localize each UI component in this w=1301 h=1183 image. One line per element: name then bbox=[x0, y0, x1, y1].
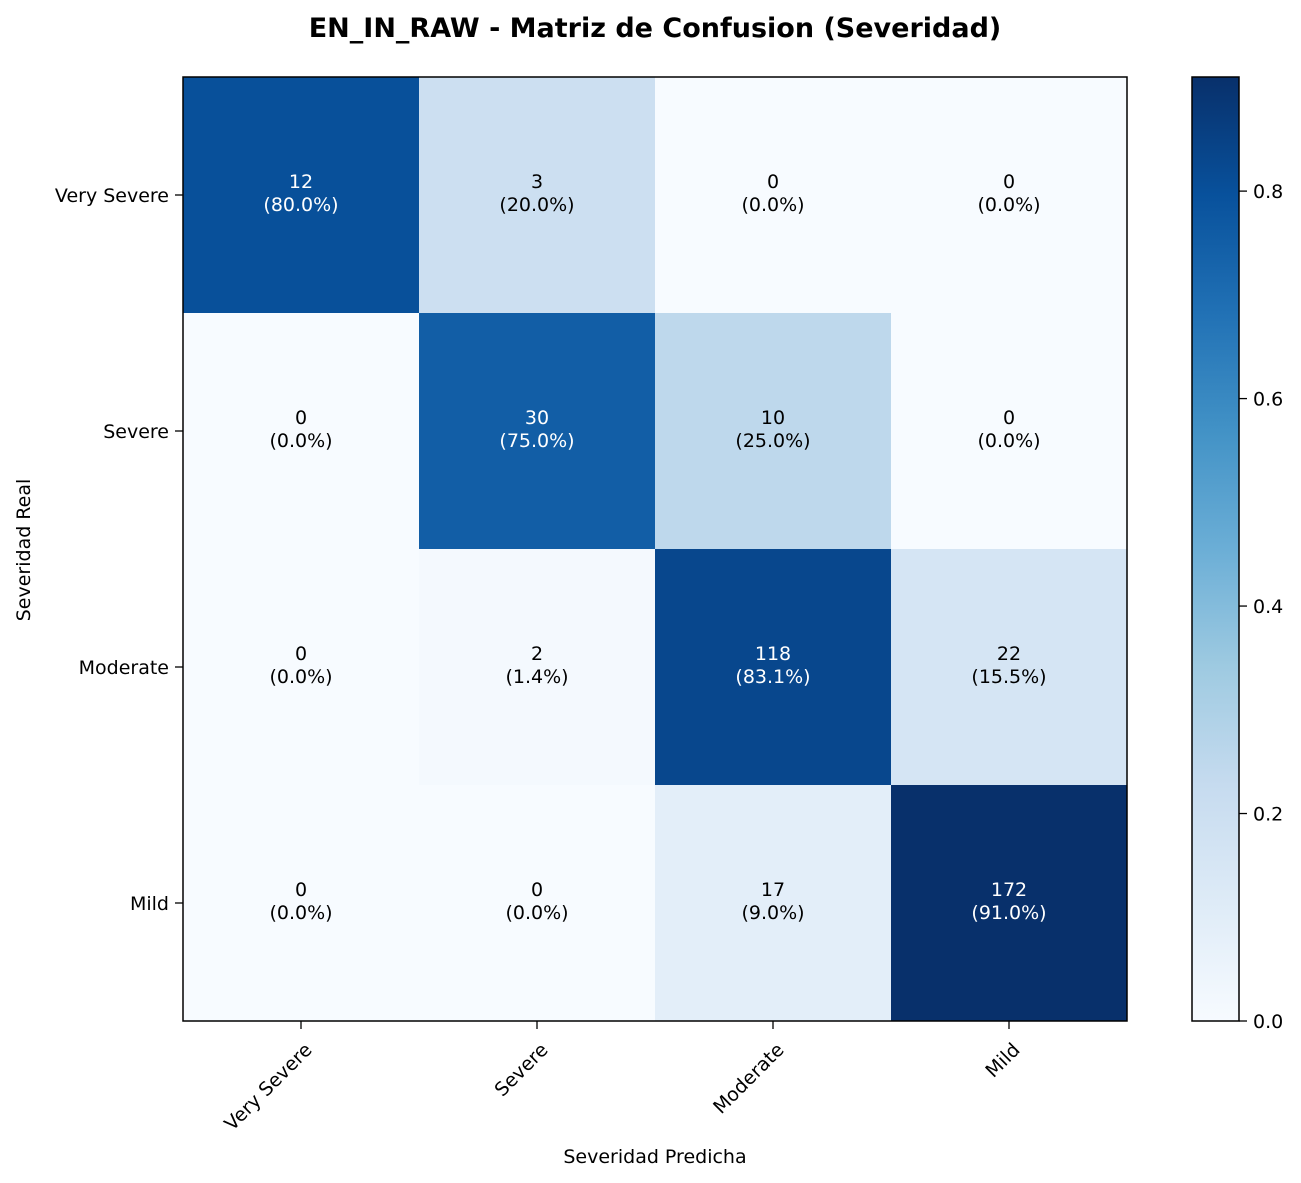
heatmap-cell bbox=[183, 77, 419, 313]
colorbar-tick-label: 0.0 bbox=[1253, 1011, 1283, 1033]
cell-percent-label: (80.0%) bbox=[263, 194, 338, 216]
heatmap-cell bbox=[655, 549, 891, 785]
cell-percent-label: (83.1%) bbox=[735, 666, 810, 688]
heatmap-cell bbox=[891, 549, 1127, 785]
cell-percent-label: (20.0%) bbox=[499, 194, 574, 216]
cell-count-label: 17 bbox=[761, 879, 785, 901]
heatmap-cell bbox=[655, 785, 891, 1021]
cell-percent-label: (1.4%) bbox=[505, 666, 568, 688]
cell-count-label: 10 bbox=[761, 407, 785, 429]
colorbar-tick-label: 0.6 bbox=[1253, 389, 1283, 411]
cell-count-label: 0 bbox=[295, 643, 307, 665]
x-axis-label: Severidad Predicha bbox=[563, 1146, 746, 1168]
cell-percent-label: (9.0%) bbox=[741, 902, 804, 924]
cell-count-label: 0 bbox=[1003, 407, 1015, 429]
cell-percent-label: (75.0%) bbox=[499, 430, 574, 452]
heatmap-cell bbox=[419, 549, 655, 785]
heatmap-cell bbox=[655, 77, 891, 313]
cell-percent-label: (0.0%) bbox=[269, 666, 332, 688]
cell-percent-label: (0.0%) bbox=[269, 902, 332, 924]
cell-percent-label: (0.0%) bbox=[505, 902, 568, 924]
heatmap-cell bbox=[419, 313, 655, 549]
cell-percent-label: (0.0%) bbox=[977, 194, 1040, 216]
x-axis-ticks: Very Severe Severe Moderate Mild bbox=[220, 1021, 1025, 1135]
heatmap-cell bbox=[891, 785, 1127, 1021]
y-axis-label: Severidad Real bbox=[13, 479, 35, 622]
x-tick-label: Moderate bbox=[709, 1039, 788, 1118]
y-tick-label: Mild bbox=[130, 893, 169, 915]
cell-count-label: 0 bbox=[295, 407, 307, 429]
cell-percent-label: (91.0%) bbox=[971, 902, 1046, 924]
cell-count-label: 12 bbox=[289, 171, 313, 193]
cell-count-label: 0 bbox=[1003, 171, 1015, 193]
cell-percent-label: (0.0%) bbox=[977, 430, 1040, 452]
cell-count-label: 0 bbox=[295, 879, 307, 901]
heatmap-cell bbox=[183, 313, 419, 549]
cell-count-label: 22 bbox=[997, 643, 1021, 665]
colorbar-tick-label: 0.8 bbox=[1253, 181, 1283, 203]
cell-count-label: 30 bbox=[525, 407, 549, 429]
cell-percent-label: (0.0%) bbox=[741, 194, 804, 216]
colorbar-tick-label: 0.4 bbox=[1253, 596, 1283, 618]
y-tick-label: Severe bbox=[103, 421, 169, 443]
heatmap-cells: 12(80.0%)3(20.0%)0(0.0%)0(0.0%)0(0.0%)30… bbox=[183, 77, 1127, 1021]
heatmap-cell bbox=[183, 785, 419, 1021]
heatmap-cell bbox=[891, 77, 1127, 313]
cell-count-label: 118 bbox=[755, 643, 791, 665]
colorbar-tick-label: 0.2 bbox=[1253, 804, 1283, 826]
cell-percent-label: (25.0%) bbox=[735, 430, 810, 452]
heatmap-cell bbox=[419, 77, 655, 313]
x-tick-label: Very Severe bbox=[220, 1039, 316, 1135]
y-axis-ticks: Very Severe Severe Moderate Mild bbox=[55, 185, 183, 915]
heatmap-cell bbox=[419, 785, 655, 1021]
plot-frame bbox=[182, 76, 1128, 1022]
heatmap-cell bbox=[183, 549, 419, 785]
x-tick-label: Mild bbox=[981, 1039, 1024, 1082]
y-tick-label: Moderate bbox=[79, 657, 169, 679]
cell-count-label: 172 bbox=[991, 879, 1027, 901]
cell-percent-label: (0.0%) bbox=[269, 430, 332, 452]
cell-count-label: 0 bbox=[531, 879, 543, 901]
cell-count-label: 2 bbox=[531, 643, 543, 665]
colorbar: 0.0 0.2 0.4 0.6 0.8 bbox=[1191, 76, 1283, 1033]
cell-count-label: 3 bbox=[531, 171, 543, 193]
y-tick-label: Very Severe bbox=[55, 185, 169, 207]
cell-percent-label: (15.5%) bbox=[971, 666, 1046, 688]
heatmap-cell bbox=[891, 313, 1127, 549]
chart-title: EN_IN_RAW - Matriz de Confusion (Severid… bbox=[309, 13, 1002, 44]
colorbar-frame bbox=[1191, 76, 1240, 1022]
heatmap-cell bbox=[655, 313, 891, 549]
colorbar-gradient bbox=[1192, 77, 1239, 1021]
x-tick-label: Severe bbox=[490, 1039, 552, 1101]
cell-count-label: 0 bbox=[767, 171, 779, 193]
